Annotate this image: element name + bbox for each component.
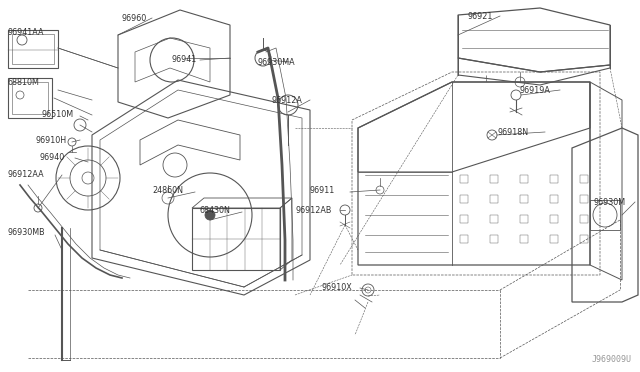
- Text: 96918N: 96918N: [498, 128, 529, 137]
- Text: 96930MA: 96930MA: [258, 58, 296, 67]
- Circle shape: [205, 210, 215, 220]
- Text: 96919A: 96919A: [520, 86, 551, 95]
- Text: 96940: 96940: [40, 153, 65, 162]
- Text: J969009U: J969009U: [592, 355, 632, 364]
- Text: 68430N: 68430N: [200, 206, 231, 215]
- Text: 96930MB: 96930MB: [8, 228, 45, 237]
- Text: 96960: 96960: [122, 14, 147, 23]
- Text: 96910H: 96910H: [36, 136, 67, 145]
- Text: 96912A: 96912A: [272, 96, 303, 105]
- Text: 96912AA: 96912AA: [8, 170, 45, 179]
- Text: 96921: 96921: [468, 12, 493, 21]
- Text: 96912AB: 96912AB: [295, 206, 332, 215]
- Text: 68810M: 68810M: [8, 78, 40, 87]
- Text: 96941: 96941: [172, 55, 197, 64]
- Text: 96510M: 96510M: [42, 110, 74, 119]
- Text: 24860N: 24860N: [152, 186, 183, 195]
- Text: 96910X: 96910X: [322, 283, 353, 292]
- Text: 96930M: 96930M: [593, 198, 625, 207]
- Text: 96911: 96911: [310, 186, 335, 195]
- Text: 96941AA: 96941AA: [8, 28, 45, 37]
